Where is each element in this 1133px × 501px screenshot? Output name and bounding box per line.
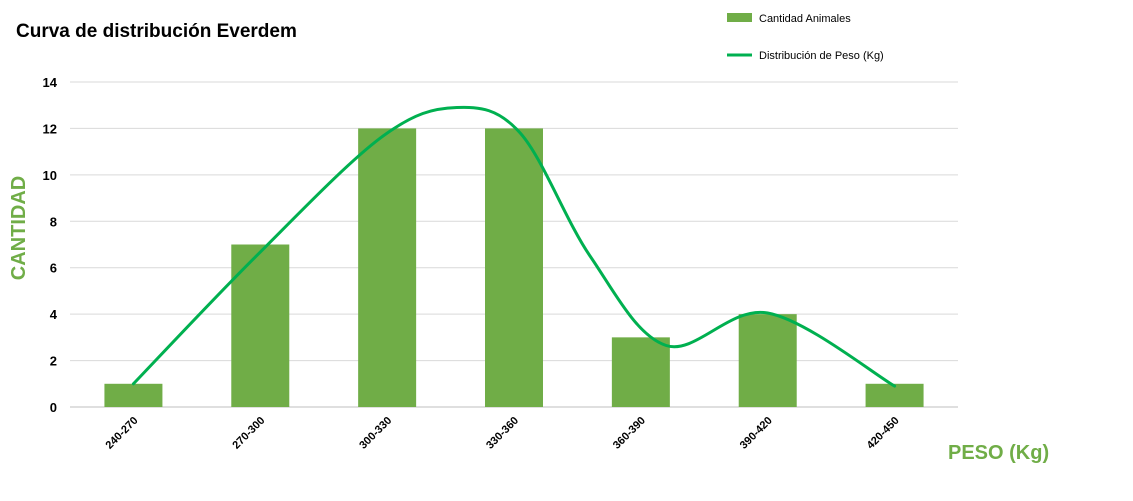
bar: [611, 337, 670, 407]
y-tick-label: 12: [43, 121, 57, 136]
legend-bar-swatch: [727, 13, 752, 22]
x-tick-label: 270-300: [230, 415, 267, 452]
bar: [738, 314, 797, 407]
legend: Cantidad Animales Distribución de Peso (…: [727, 13, 884, 62]
legend-line-label: Distribución de Peso (Kg): [759, 50, 884, 62]
y-tick-label: 10: [43, 168, 57, 183]
distribution-curve: [131, 105, 897, 388]
bar-series: [104, 128, 924, 407]
x-axis-ticks: 240-270 270-300 300-330 330-360 360-390 390-4…: [104, 415, 902, 452]
legend-bar-label: Cantidad Animales: [759, 13, 851, 25]
bar: [231, 244, 290, 407]
bar: [865, 383, 924, 407]
curve-series: [131, 105, 897, 388]
x-tick-label: 330-360: [484, 415, 521, 452]
x-tick-label: 300-330: [357, 415, 394, 452]
y-tick-label: 14: [43, 75, 58, 90]
x-axis-title: PESO (Kg): [948, 442, 1049, 464]
bar: [485, 128, 543, 407]
y-tick-label: 8: [50, 214, 57, 229]
x-tick-label: 240-270: [104, 415, 141, 452]
x-tick-label: 390-420: [738, 415, 775, 452]
bar: [358, 128, 417, 407]
y-axis-ticks: 0 2 4 6 8 10 12 14: [43, 75, 58, 415]
chart-title: Curva de distribución Everdem: [16, 21, 297, 42]
y-axis-title: CANTIDAD: [8, 176, 30, 280]
y-tick-label: 2: [50, 354, 57, 369]
y-tick-label: 6: [50, 261, 57, 276]
x-tick-label: 360-390: [611, 415, 648, 452]
x-tick-label: 420-450: [865, 415, 902, 452]
bar: [104, 383, 163, 407]
y-tick-label: 0: [50, 400, 57, 415]
y-tick-label: 4: [50, 307, 58, 322]
